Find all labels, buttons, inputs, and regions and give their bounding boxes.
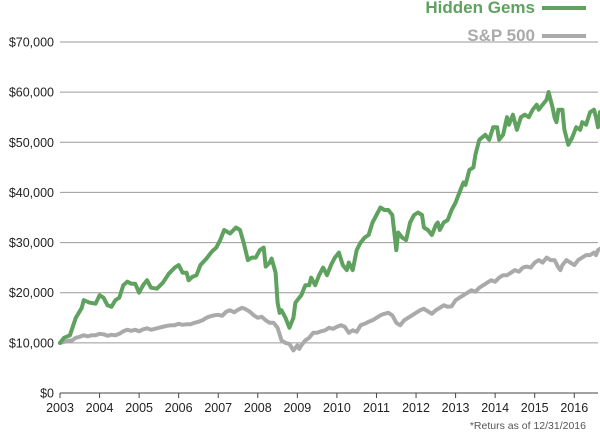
x-tick-label: 2014 — [481, 401, 509, 415]
y-axis-tick-labels: $0 $10,000 $20,000 $30,000 $40,000 $50,000 $60… — [9, 36, 54, 401]
x-tick-label: 2010 — [323, 401, 351, 415]
legend-label-sp500: S&P 500 — [467, 26, 535, 45]
footnote: *Returs as of 12/31/2016 — [470, 420, 586, 432]
x-tick-label: 2015 — [521, 401, 549, 415]
y-tick-label: $50,000 — [9, 136, 54, 150]
y-tick-label: $10,000 — [9, 336, 54, 350]
series-line-s-p-500 — [58, 246, 600, 353]
legend: Hidden Gems S&P 500 — [425, 0, 586, 45]
series-line-hidden-gems — [58, 90, 600, 345]
x-tick-label: 2008 — [244, 401, 272, 415]
y-tick-label: $40,000 — [9, 186, 54, 200]
y-tick-label: $30,000 — [9, 236, 54, 250]
y-tick-label: $60,000 — [9, 86, 54, 100]
x-tick-label: 2004 — [86, 401, 114, 415]
x-tick-label: 2007 — [204, 401, 232, 415]
x-tick-label: 2012 — [402, 401, 430, 415]
y-tick-label: $20,000 — [9, 286, 54, 300]
x-axis-tick-labels: 2003 2004 2005 2006 2007 2008 2009 2010 2011 2012… — [46, 393, 588, 415]
x-tick-label: 2011 — [363, 401, 390, 415]
y-tick-label: $0 — [40, 387, 54, 401]
legend-label-hidden-gems: Hidden Gems — [425, 0, 535, 17]
x-tick-label: 2003 — [46, 401, 74, 415]
y-tick-label: $70,000 — [9, 36, 54, 50]
x-tick-label: 2013 — [442, 401, 470, 415]
gridlines — [60, 41, 598, 394]
x-tick-label: 2009 — [283, 401, 311, 415]
x-tick-label: 2006 — [165, 401, 193, 415]
series-lines — [58, 90, 600, 353]
x-tick-label: 2005 — [125, 401, 153, 415]
x-tick-label: 2016 — [560, 401, 588, 415]
